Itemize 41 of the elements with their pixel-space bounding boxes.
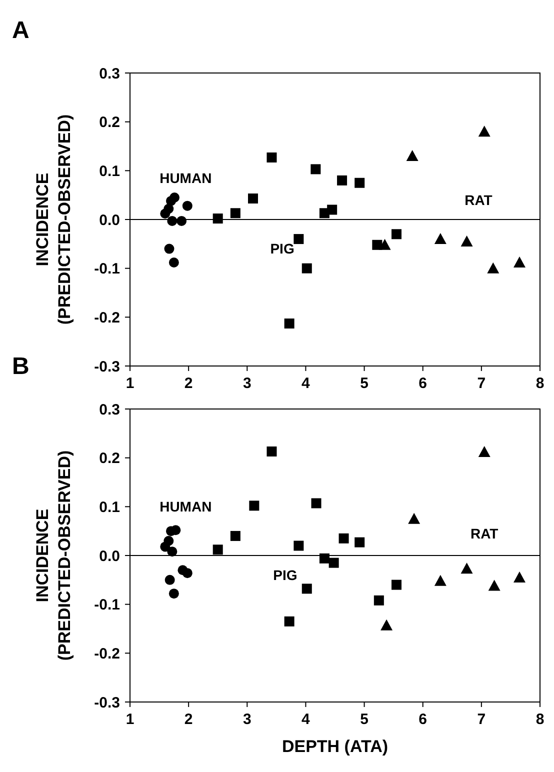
x-tick-label: 8 <box>536 375 544 392</box>
x-tick-label: 4 <box>302 375 311 392</box>
y-tick-label: 0.1 <box>99 162 120 180</box>
x-tick-label: 7 <box>477 375 486 392</box>
y-axis-title: INCIDENCE (PREDICTED-OBSERVED) <box>33 114 74 325</box>
y-tick-label: -0.2 <box>94 309 120 326</box>
y-tick-label: -0.1 <box>94 596 120 614</box>
y-axis-title: INCIDENCE (PREDICTED-OBSERVED) <box>33 450 74 661</box>
y-tick-label: -0.1 <box>94 260 120 278</box>
series-label: RAT <box>464 192 493 208</box>
series-label: PIG <box>270 240 294 257</box>
chart-title: A <box>12 17 30 44</box>
x-tick-label: 1 <box>126 375 134 392</box>
x-tick-label: 6 <box>418 711 428 728</box>
x-tick-label: 4 <box>302 711 311 728</box>
y-tick-label: 0.3 <box>99 401 120 418</box>
y-tick-label: 0.3 <box>99 65 120 82</box>
x-tick-label: 3 <box>242 711 252 728</box>
y-tick-label: -0.3 <box>94 694 120 712</box>
y-tick-label: 0.2 <box>99 450 120 468</box>
x-tick-label: 8 <box>536 711 544 728</box>
y-tick-label: 0.0 <box>99 212 120 229</box>
series-label: HUMAN <box>160 498 212 515</box>
x-tick-label: 5 <box>360 711 368 728</box>
y-tick-label: -0.3 <box>94 358 120 376</box>
x-tick-label: 2 <box>184 375 193 392</box>
x-tick-label: 6 <box>418 375 428 392</box>
y-tick-label: 0.1 <box>99 498 120 516</box>
y-tick-label: 0.0 <box>99 548 120 565</box>
x-tick-label: 7 <box>477 711 486 728</box>
series-label: HUMAN <box>160 170 212 186</box>
y-tick-label: 0.2 <box>99 114 120 132</box>
series-label: RAT <box>470 525 499 542</box>
x-tick-label: 5 <box>360 375 368 392</box>
chart-title: B <box>12 353 30 380</box>
x-axis-title: DEPTH (ATA) <box>282 737 388 756</box>
x-tick-label: 1 <box>126 711 134 728</box>
x-tick-label: 2 <box>184 711 193 728</box>
y-tick-label: -0.2 <box>94 645 120 662</box>
x-tick-label: 3 <box>242 375 252 392</box>
series-label: PIG <box>273 566 298 583</box>
